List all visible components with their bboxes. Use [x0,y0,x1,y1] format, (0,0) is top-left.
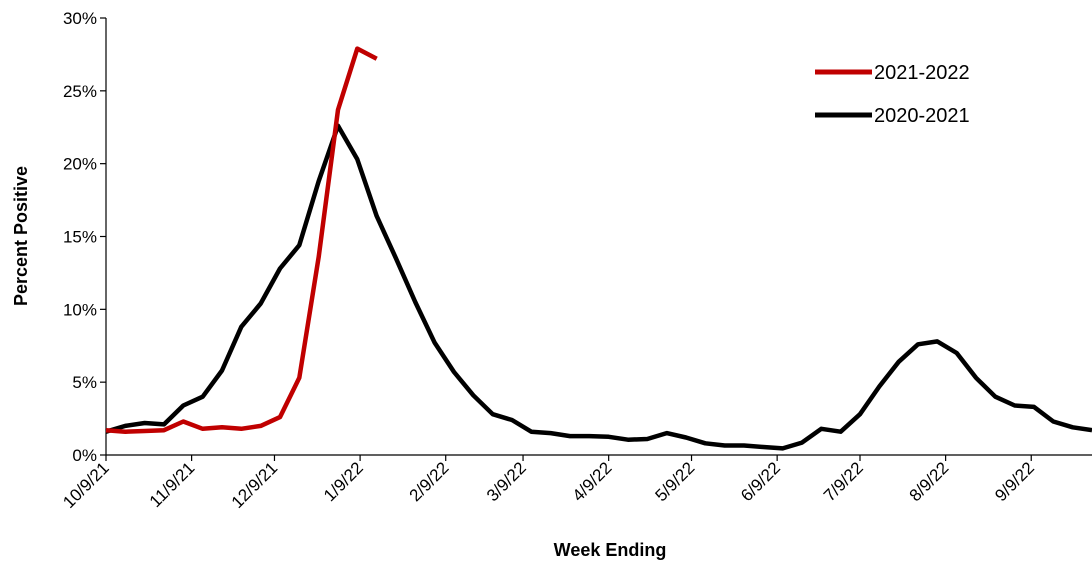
tick-labels: 0% 5% 10% 15% 20% 25% 30% 10/9/21 11/9/21 12/9/21… [59,9,1038,512]
x-tick-label: 1/9/22 [320,458,367,505]
series-line-2020-2021 [105,123,1092,451]
y-tick-label: 15% [63,228,97,247]
x-tick-label: 3/9/22 [483,458,530,505]
series-line-2021-2022 [105,46,378,434]
x-tick-label: 12/9/21 [228,458,282,512]
legend-label: 2020-2021 [874,105,970,127]
x-tick-label: 4/9/22 [569,458,616,505]
x-tick-label: 8/9/22 [906,458,953,505]
x-axis-title: Week Ending [554,540,667,560]
y-tick-label: 30% [63,9,97,28]
x-tick-label: 11/9/21 [146,458,199,511]
x-tick-label: 7/9/22 [820,458,867,505]
y-tick-label: 10% [63,300,97,319]
y-axis-title: Percent Positive [11,166,31,306]
series-layer [105,46,1092,451]
legend: 2021-2022 2020-2021 [815,62,970,127]
axes [100,17,1092,461]
x-tick-label: 5/9/22 [651,458,698,505]
x-tick-label: 2/9/22 [406,458,453,505]
y-tick-label: 20% [63,155,97,174]
x-tick-label: 6/9/22 [737,458,784,505]
x-tick-label: 10/9/21 [59,458,113,512]
x-tick-label: 9/9/22 [991,458,1038,505]
y-tick-label: 0% [72,446,97,465]
legend-label: 2021-2022 [874,62,970,84]
y-tick-label: 25% [63,82,97,101]
y-tick-label: 5% [72,373,97,392]
